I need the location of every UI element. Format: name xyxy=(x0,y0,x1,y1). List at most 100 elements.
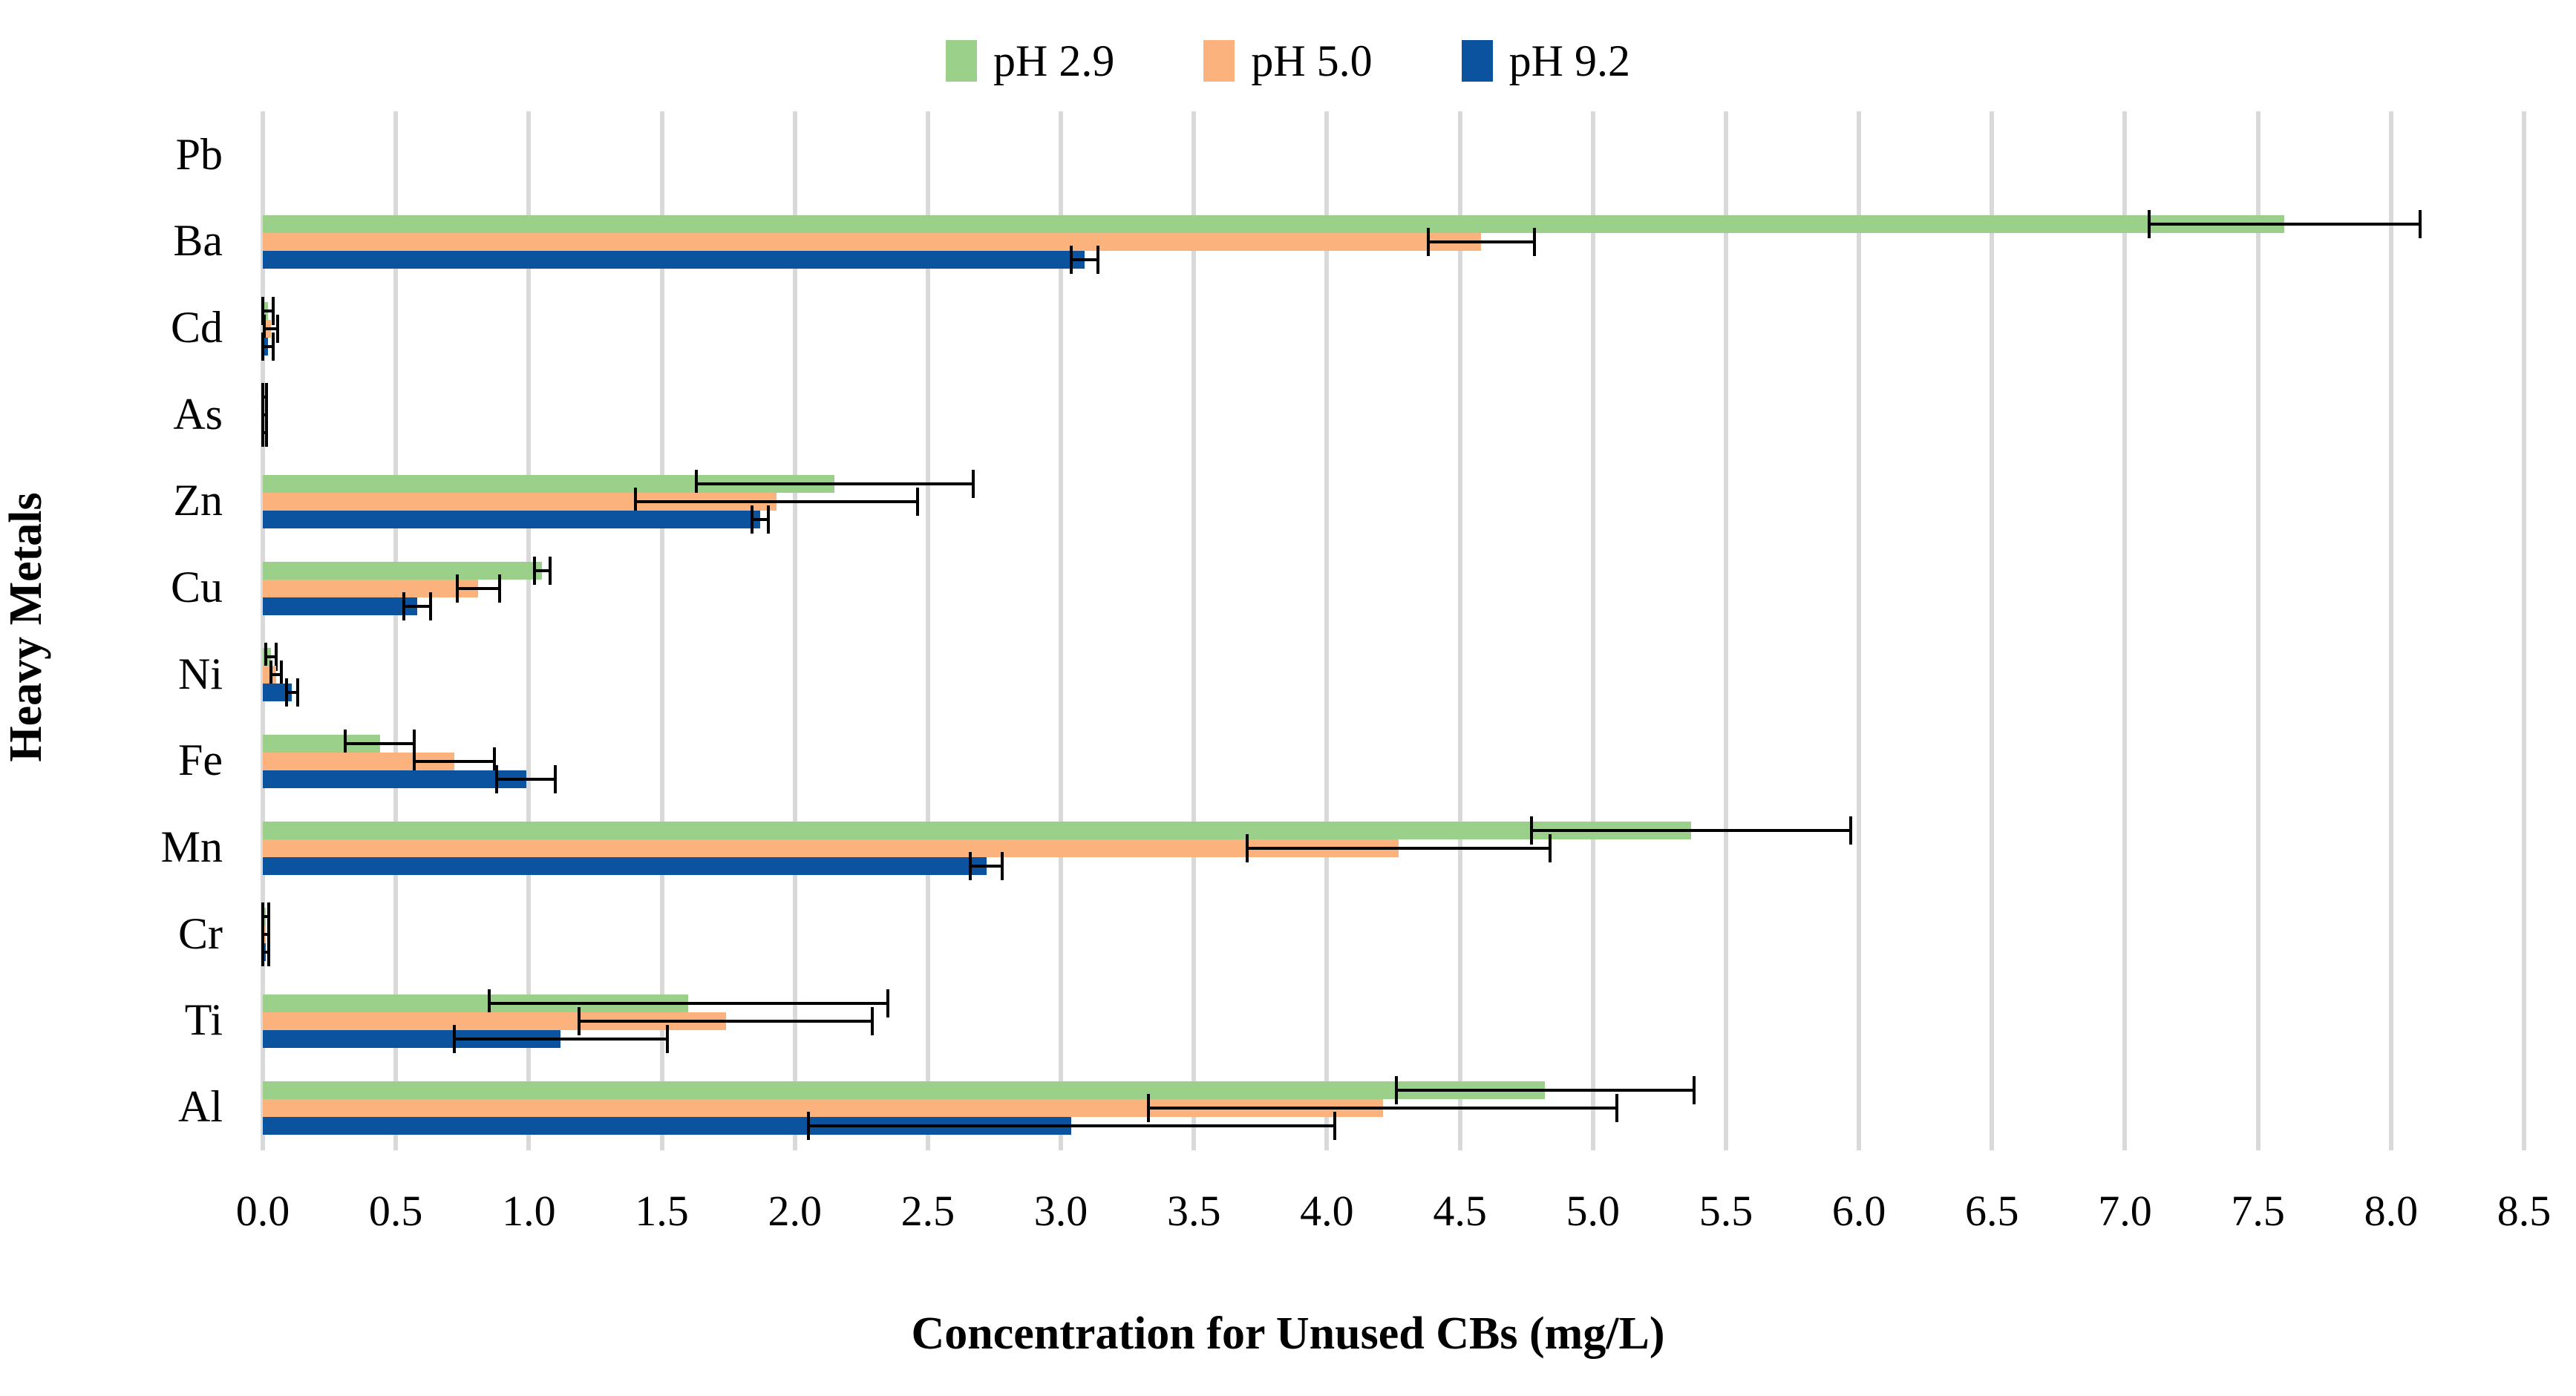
y-category-label: Zn xyxy=(173,476,223,525)
y-category-label: Mn xyxy=(160,822,223,872)
y-category-label: Pb xyxy=(175,129,223,179)
error-bar-cap xyxy=(665,1025,669,1053)
error-bar-line xyxy=(1428,240,1534,243)
x-tick-label: 5.0 xyxy=(1566,1187,1621,1235)
error-bar-cap xyxy=(578,1007,581,1035)
error-bar-cap xyxy=(751,505,754,534)
error-bar-line xyxy=(2148,223,2421,226)
error-bar-cap xyxy=(261,920,264,949)
y-category-label: Cd xyxy=(170,303,223,353)
error-bar-cap xyxy=(275,314,279,343)
error-bar-cap xyxy=(261,938,264,967)
error-bar-line xyxy=(263,915,269,919)
bar-Cu-pH5.0 xyxy=(263,579,479,597)
error-bar-line xyxy=(345,742,415,745)
error-bar-line xyxy=(457,586,500,590)
error-bar-line xyxy=(534,568,551,572)
bar-Al-pH2.9 xyxy=(263,1081,1546,1099)
x-tick-label: 3.0 xyxy=(1033,1187,1088,1235)
error-bar-cap xyxy=(492,747,496,776)
x-tick-label: 0.5 xyxy=(368,1187,423,1235)
error-bar-cap xyxy=(554,765,558,793)
y-category-label: Cu xyxy=(170,563,223,612)
y-category-label: As xyxy=(173,389,223,439)
x-tick-label: 4.0 xyxy=(1300,1187,1354,1235)
error-bar-line xyxy=(497,778,556,781)
error-bar-cap xyxy=(272,332,275,361)
x-tick-label: 4.5 xyxy=(1433,1187,1487,1235)
error-bar-cap xyxy=(532,556,536,585)
error-bar-cap xyxy=(261,296,264,325)
x-tick-label: 5.5 xyxy=(1699,1187,1753,1235)
error-bar-cap xyxy=(264,401,268,430)
bar-Mn-pH9.2 xyxy=(263,856,987,875)
x-tick-label: 2.0 xyxy=(768,1187,822,1235)
error-bar-cap xyxy=(2147,210,2151,238)
x-tick-label: 1.0 xyxy=(502,1187,556,1235)
error-bar-line xyxy=(263,396,267,399)
error-bar-cap xyxy=(453,1025,456,1053)
x-tick-label: 1.5 xyxy=(635,1187,689,1235)
gridline xyxy=(1457,111,1462,1150)
error-bar-cap xyxy=(455,574,459,603)
y-category-label: Cr xyxy=(178,908,223,958)
error-bar-line xyxy=(263,344,274,348)
y-category-label: Fe xyxy=(178,735,223,785)
plot-area xyxy=(261,111,2526,1150)
error-bar-cap xyxy=(264,419,268,448)
error-bar-cap xyxy=(413,730,416,758)
error-bar-cap xyxy=(971,470,975,498)
error-bar-cap xyxy=(497,574,501,603)
gridline xyxy=(925,111,930,1150)
error-bar-cap xyxy=(261,383,264,412)
error-bar-cap xyxy=(2419,210,2422,238)
error-bar-cap xyxy=(413,747,416,776)
error-bar-line xyxy=(264,327,278,330)
legend-label: pH 5.0 xyxy=(1251,36,1373,85)
gridline xyxy=(1059,111,1064,1150)
legend-swatch xyxy=(945,40,977,82)
x-tick-label: 8.0 xyxy=(2364,1187,2419,1235)
error-bar-line xyxy=(1246,846,1551,850)
error-bar-cap xyxy=(886,989,890,1017)
error-bar-cap xyxy=(870,1007,874,1035)
error-bar-line xyxy=(263,431,267,435)
error-bar-cap xyxy=(402,592,405,620)
error-bar-cap xyxy=(272,296,275,325)
bar-Cu-pH9.2 xyxy=(263,597,417,615)
bar-Mn-pH5.0 xyxy=(263,839,1399,857)
gridline xyxy=(2388,111,2393,1150)
legend-item: pH 9.2 xyxy=(1461,39,1630,83)
error-bar-line xyxy=(752,518,768,521)
x-tick-label: 6.0 xyxy=(1831,1187,1886,1235)
error-bar-cap xyxy=(495,765,499,793)
error-bar-line xyxy=(808,1124,1336,1127)
error-bar-cap xyxy=(969,851,972,880)
error-bar-cap xyxy=(428,592,432,620)
error-bar-line xyxy=(970,864,1003,868)
error-bar-cap xyxy=(1245,833,1249,862)
error-bar-cap xyxy=(1549,833,1552,862)
legend-swatch xyxy=(1203,40,1235,82)
error-bar-line xyxy=(403,604,431,608)
gridline xyxy=(1723,111,1728,1150)
error-bar-cap xyxy=(1333,1111,1337,1140)
error-bar-cap xyxy=(806,1111,810,1140)
error-bar-cap xyxy=(1692,1075,1696,1104)
gridline xyxy=(1590,111,1595,1150)
error-bar-cap xyxy=(915,488,919,516)
error-bar-cap xyxy=(549,556,552,585)
y-category-label: Al xyxy=(178,1082,223,1132)
error-bar-line xyxy=(1148,1106,1617,1110)
error-bar-line xyxy=(265,655,276,659)
gridline xyxy=(1191,111,1197,1150)
bar-Fe-pH9.2 xyxy=(263,770,526,788)
error-bar-cap xyxy=(267,938,270,967)
error-bar-cap xyxy=(1147,1093,1151,1122)
error-bar-line xyxy=(696,482,973,485)
error-bar-line xyxy=(488,1002,889,1005)
gridline xyxy=(2122,111,2128,1150)
legend: pH 2.9 pH 5.0 pH 9.2 xyxy=(0,39,2576,83)
error-bar-cap xyxy=(264,383,268,412)
